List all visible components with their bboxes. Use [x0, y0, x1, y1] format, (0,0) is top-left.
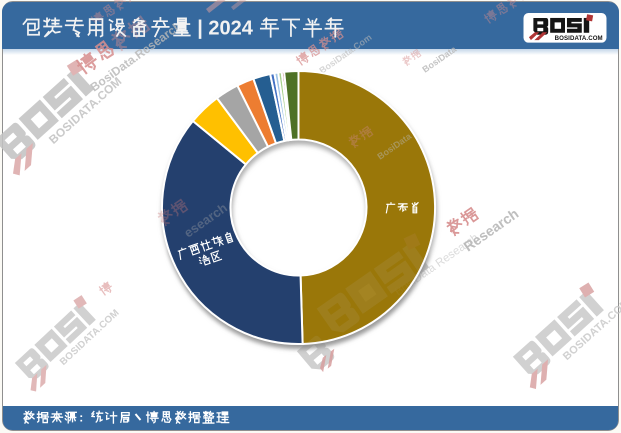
- svg-text:BosiData: BosiData: [420, 44, 459, 75]
- svg-text:BOSIDATA.COM: BOSIDATA.COM: [555, 35, 603, 42]
- svg-text:| 2024: | 2024: [197, 18, 254, 40]
- svg-text::: :: [79, 411, 83, 425]
